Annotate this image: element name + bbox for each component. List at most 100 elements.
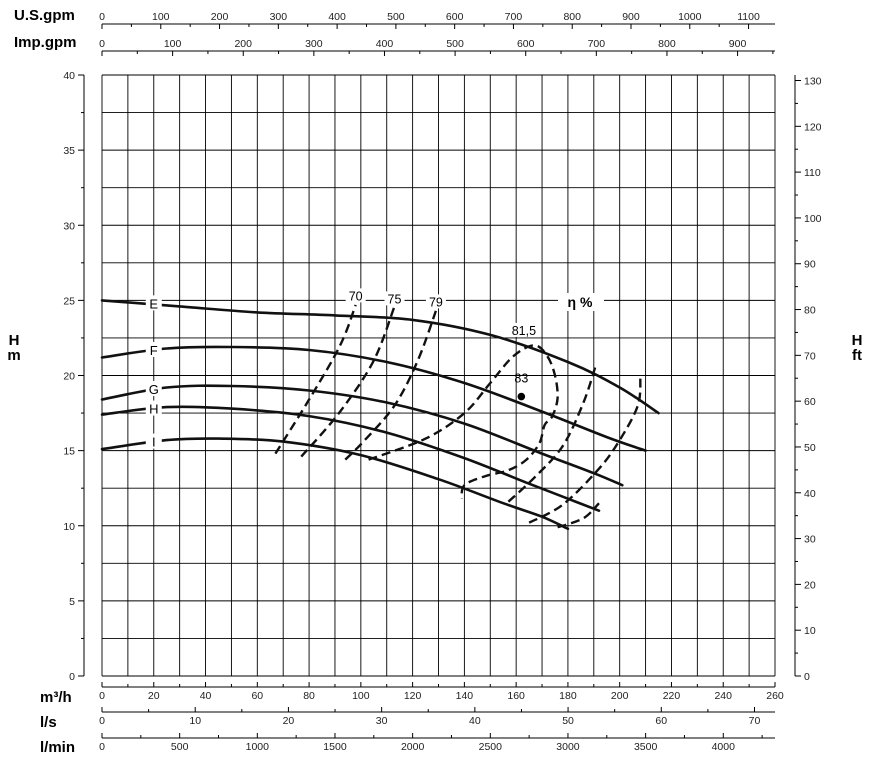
right-axis-tick-label: 80 <box>804 305 816 317</box>
curve-label-bg <box>145 400 162 416</box>
left-axis-tick-label: 5 <box>69 596 75 608</box>
ls-axis-tick-label: 20 <box>283 715 295 727</box>
efficiency-label: 81,5 <box>512 324 536 338</box>
left-axis-tick-label: 10 <box>63 521 75 533</box>
curve-label-g: G <box>149 382 159 397</box>
imp-gpm-axis-tick-label: 800 <box>658 38 676 50</box>
m3h-axis-tick-label: 60 <box>251 690 263 702</box>
lmin-axis-tick-label: 2000 <box>401 741 425 753</box>
us-gpm-axis-tick-label: 400 <box>328 11 346 23</box>
left-axis-tick-label: 30 <box>63 220 75 232</box>
us-gpm-axis-tick-label: 500 <box>387 11 405 23</box>
m3h-axis-tick-label: 240 <box>714 690 732 702</box>
lmin-axis-tick-label: 3000 <box>556 741 580 753</box>
efficiency-label-bg <box>384 291 405 306</box>
head-curve-h <box>100 405 601 512</box>
left-axis-label-h: H <box>9 332 20 349</box>
imp-gpm-axis-tick-label: 900 <box>729 38 747 50</box>
m3h-axis-tick-label: 180 <box>559 690 577 702</box>
ls-axis-tick-label: 60 <box>655 715 667 727</box>
m3h-axis-tick-label: 140 <box>456 690 474 702</box>
efficiency-title: η % <box>568 294 593 310</box>
head-curves: E F GH I <box>100 295 660 531</box>
ls-label: l/s <box>40 714 57 731</box>
best-efficiency-point <box>517 392 526 401</box>
us-gpm-axis-tick-label: 800 <box>563 11 581 23</box>
left-axis-tick-label: 15 <box>63 446 75 458</box>
lmin-axis-tick-label: 0 <box>99 741 105 753</box>
us-gpm-axis-tick-label: 100 <box>152 11 170 23</box>
right-axis-tick-label: 0 <box>804 671 810 683</box>
imp-gpm-axis-tick-label: 200 <box>234 38 252 50</box>
left-axis-tick-label: 0 <box>69 671 75 683</box>
imp-gpm-axis-tick-label: 100 <box>164 38 182 50</box>
curve-label-h: H <box>149 402 158 417</box>
left-axis-label-m: m <box>7 347 20 364</box>
ls-axis-tick-label: 70 <box>749 715 761 727</box>
efficiency-label: 70 <box>349 289 363 303</box>
right-axis-tick-label: 50 <box>804 442 816 454</box>
m3h-axis-tick-label: 40 <box>200 690 212 702</box>
curve-label-bg <box>145 381 162 397</box>
m3h-axis-tick-label: 120 <box>404 690 422 702</box>
right-axis-label-ft: ft <box>852 347 862 364</box>
m3h-axis-tick-label: 260 <box>766 690 784 702</box>
right-axis-tick-label: 100 <box>804 213 822 225</box>
ls-axis-tick-label: 0 <box>99 715 105 727</box>
efficiency-label-bg <box>425 294 446 309</box>
best-efficiency-label: 83 <box>514 372 528 386</box>
us-gpm-axis-tick-label: 600 <box>446 11 464 23</box>
right-axis-tick-label: 10 <box>804 625 816 637</box>
efficiency-label-bg <box>506 322 541 337</box>
lmin-axis-tick-label: 500 <box>171 741 189 753</box>
right-axis-tick-label: 20 <box>804 579 816 591</box>
axes: 0510152025303540010203040506070809010011… <box>63 11 821 753</box>
efficiency-contour-79 <box>344 310 438 461</box>
right-axis-tick-label: 130 <box>804 75 822 87</box>
m3h-axis-tick-label: 200 <box>611 690 629 702</box>
lmin-axis-tick-label: 1000 <box>246 741 270 753</box>
m3h-axis-tick-label: 160 <box>507 690 525 702</box>
right-axis-tick-label: 90 <box>804 259 816 271</box>
imp-gpm-axis-tick-label: 300 <box>305 38 323 50</box>
right-axis-tick-label: 60 <box>804 396 816 408</box>
left-axis-tick-label: 20 <box>63 371 75 383</box>
imp-gpm-axis-tick-label: 0 <box>99 38 105 50</box>
efficiency-label: 79 <box>429 295 443 309</box>
left-axis-tick-label: 25 <box>63 295 75 307</box>
right-axis-tick-label: 30 <box>804 534 816 546</box>
right-axis-tick-label: 70 <box>804 350 816 362</box>
us-gpm-axis-tick-label: 900 <box>622 11 640 23</box>
imp-gpm-axis-tick-label: 500 <box>446 38 464 50</box>
right-axis-tick-label: 40 <box>804 488 816 500</box>
efficiency-contour-75 <box>300 305 396 458</box>
us-gpm-axis-tick-label: 1100 <box>737 11 760 23</box>
efficiency-label-bg <box>345 288 366 303</box>
us-gpm-axis-tick-label: 200 <box>211 11 229 23</box>
ls-axis-tick-label: 10 <box>189 715 201 727</box>
efficiency-label: 75 <box>388 292 402 306</box>
m3h-axis-tick-label: 220 <box>663 690 681 702</box>
curve-label-bg <box>145 295 162 311</box>
us-gpm-axis-tick-label: 0 <box>99 11 105 23</box>
efficiency-contour-unlabeled-4 <box>507 363 598 503</box>
m3h-label: m³/h <box>40 689 72 706</box>
ls-axis-tick-label: 40 <box>469 715 481 727</box>
curve-label-bg <box>145 341 162 357</box>
right-axis-tick-label: 110 <box>804 167 821 179</box>
curve-label-e: E <box>149 296 158 311</box>
us-gpm-axis-tick-label: 1000 <box>678 11 702 23</box>
lmin-axis-tick-label: 1500 <box>323 741 347 753</box>
us-gpm-axis-tick-label: 300 <box>270 11 288 23</box>
right-axis-label-h: H <box>852 332 863 349</box>
m3h-axis-tick-label: 100 <box>352 690 370 702</box>
head-curve-g <box>100 384 624 487</box>
efficiency-contour-unlabeled-5 <box>528 378 642 524</box>
curve-label-bg <box>145 433 162 449</box>
efficiency-contour-unlabeled-6 <box>557 502 600 529</box>
head-curve-f <box>100 345 647 452</box>
us-gpm-label: U.S.gpm <box>14 7 75 24</box>
efficiency-contour-81-5 <box>368 344 559 499</box>
ls-axis-tick-label: 30 <box>376 715 388 727</box>
efficiency-contour-70 <box>274 304 357 455</box>
